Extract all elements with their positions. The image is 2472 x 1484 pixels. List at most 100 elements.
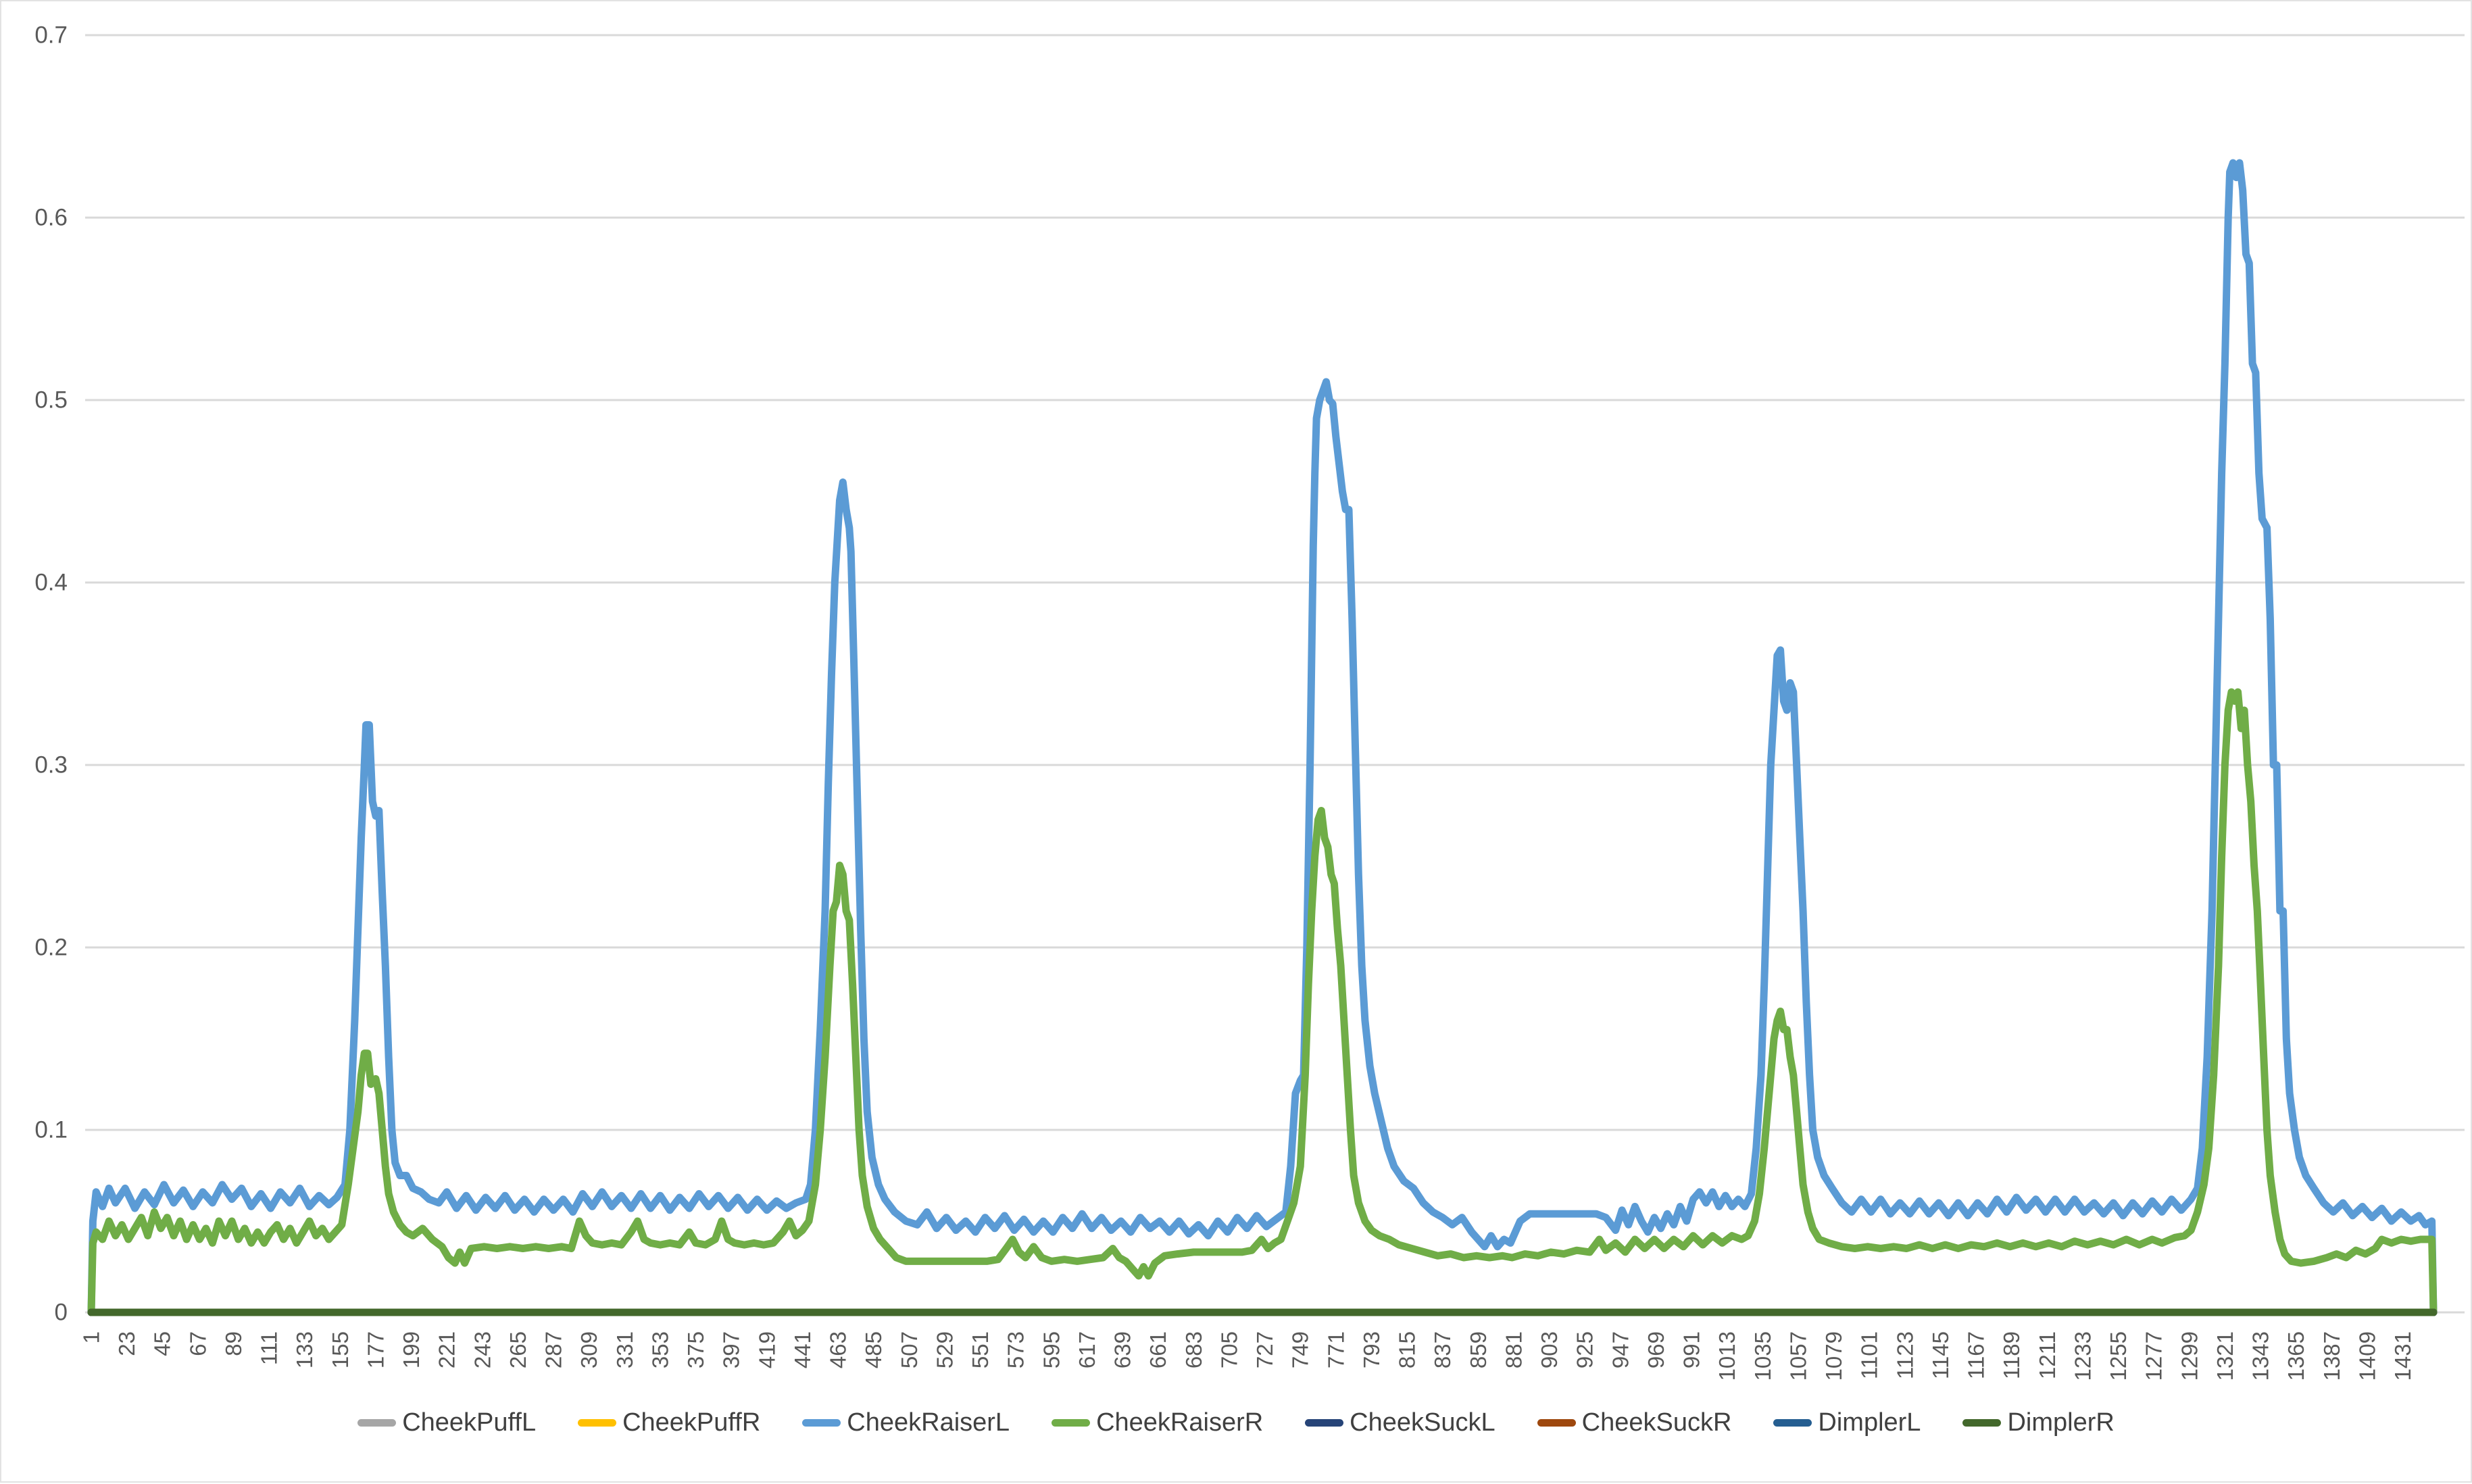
y-tick-label: 0.4: [34, 570, 68, 596]
legend-item-DimplerL[interactable]: DimplerL: [1773, 1408, 1921, 1437]
x-tick-label: 1013: [1714, 1331, 1739, 1381]
legend-item-CheekSuckL[interactable]: CheekSuckL: [1305, 1408, 1495, 1437]
x-tick-label: 595: [1039, 1331, 1064, 1368]
x-tick-label: 1431: [2390, 1331, 2415, 1381]
x-tick-label: 353: [647, 1331, 672, 1368]
x-tick-label: 243: [470, 1331, 495, 1368]
legend-item-CheekPuffR[interactable]: CheekPuffR: [578, 1408, 760, 1437]
x-tick-label: 287: [541, 1331, 566, 1368]
x-tick-label: 1057: [1785, 1331, 1810, 1381]
y-tick-label: 0.1: [34, 1117, 68, 1143]
legend-swatch-icon: [1962, 1419, 2002, 1427]
legend-label: DimplerR: [2007, 1408, 2115, 1437]
x-tick-label: 551: [968, 1331, 993, 1368]
x-tick-label: 1035: [1750, 1331, 1775, 1381]
legend-item-CheekPuffL[interactable]: CheekPuffL: [357, 1408, 536, 1437]
legend-item-CheekSuckR[interactable]: CheekSuckR: [1537, 1408, 1732, 1437]
x-tick-label: 177: [363, 1331, 388, 1368]
legend-label: DimplerL: [1818, 1408, 1921, 1437]
x-tick-label: 23: [114, 1331, 139, 1356]
legend-label: CheekRaiserL: [847, 1408, 1010, 1437]
x-tick-label: 309: [576, 1331, 601, 1368]
legend-swatch-icon: [802, 1419, 841, 1427]
legend-swatch-icon: [1305, 1419, 1344, 1427]
x-tick-label: 45: [150, 1331, 175, 1356]
x-tick-label: 1409: [2354, 1331, 2379, 1381]
x-tick-label: 969: [1643, 1331, 1668, 1368]
x-tick-label: 133: [292, 1331, 317, 1368]
x-tick-label: 485: [861, 1331, 886, 1368]
x-tick-label: 903: [1537, 1331, 1562, 1368]
x-tick-label: 419: [754, 1331, 779, 1368]
x-tick-label: 925: [1573, 1331, 1598, 1368]
legend-label: CheekPuffL: [402, 1408, 537, 1437]
x-tick-label: 1299: [2177, 1331, 2202, 1381]
x-tick-label: 793: [1359, 1331, 1384, 1368]
x-tick-label: 1167: [1964, 1331, 1989, 1379]
x-tick-label: 155: [328, 1331, 353, 1368]
x-tick-label: 1079: [1821, 1331, 1846, 1381]
x-tick-label: 947: [1608, 1331, 1633, 1368]
x-tick-label: 881: [1501, 1331, 1526, 1368]
y-tick-label: 0.5: [34, 387, 68, 414]
x-tick-label: 375: [683, 1331, 708, 1368]
x-tick-label: 1211: [2035, 1331, 2060, 1379]
legend-label: CheekRaiserR: [1096, 1408, 1264, 1437]
legend-item-DimplerR[interactable]: DimplerR: [1962, 1408, 2115, 1437]
x-tick-label: 529: [932, 1331, 957, 1368]
x-axis-tick-labels: 1 23 45 67 89 111 133 155 177 199 221 243 265 287 309 3…: [79, 1331, 2416, 1381]
y-tick-label: 0.7: [34, 22, 68, 49]
x-tick-label: 1123: [1892, 1331, 1917, 1379]
x-tick-label: 1145: [1928, 1331, 1953, 1379]
x-tick-label: 1343: [2248, 1331, 2273, 1381]
x-tick-label: 1365: [2283, 1331, 2308, 1381]
x-tick-label: 705: [1216, 1331, 1241, 1368]
x-tick-label: 89: [221, 1331, 246, 1356]
x-tick-label: 683: [1181, 1331, 1206, 1368]
x-tick-label: 463: [826, 1331, 851, 1368]
x-tick-label: 1: [79, 1331, 104, 1343]
x-tick-label: 749: [1288, 1331, 1313, 1368]
legend-swatch-icon: [1537, 1419, 1576, 1427]
x-tick-label: 1387: [2319, 1331, 2344, 1381]
x-tick-label: 67: [185, 1331, 210, 1356]
x-tick-label: 639: [1110, 1331, 1135, 1368]
legend-swatch-icon: [1052, 1419, 1091, 1427]
x-tick-label: 265: [505, 1331, 530, 1368]
x-tick-label: 991: [1679, 1331, 1704, 1368]
x-tick-label: 661: [1145, 1331, 1170, 1368]
x-tick-label: 859: [1466, 1331, 1491, 1368]
x-tick-label: 1255: [2106, 1331, 2131, 1381]
series-line-CheekRaiserL: [87, 159, 2438, 1316]
gridlines: [85, 34, 2465, 1314]
x-tick-label: 1233: [2070, 1331, 2095, 1381]
x-tick-label: 771: [1323, 1331, 1348, 1368]
x-tick-label: 837: [1430, 1331, 1455, 1368]
y-tick-label: 0.3: [34, 752, 68, 778]
legend-item-CheekRaiserR[interactable]: CheekRaiserR: [1052, 1408, 1263, 1437]
series-lines: [87, 159, 2438, 1316]
chart-legend: CheekPuffL CheekPuffR CheekRaiserL CheekRai…: [1, 1408, 2471, 1437]
legend-item-CheekRaiserL[interactable]: CheekRaiserL: [802, 1408, 1010, 1437]
x-tick-label: 1101: [1857, 1331, 1882, 1379]
y-tick-label: 0: [55, 1300, 68, 1326]
x-tick-label: 441: [790, 1331, 815, 1368]
x-tick-label: 397: [719, 1331, 744, 1368]
x-tick-label: 507: [897, 1331, 922, 1368]
y-axis-tick-labels: 0 0.1 0.2 0.3 0.4 0.5 0.6 0.7: [34, 22, 68, 1326]
series-line-CheekRaiserR: [87, 688, 2438, 1316]
x-tick-label: 617: [1074, 1331, 1099, 1368]
x-tick-label: 727: [1252, 1331, 1277, 1368]
x-tick-label: 199: [399, 1331, 424, 1368]
legend-label: CheekSuckR: [1581, 1408, 1732, 1437]
legend-label: CheekPuffR: [622, 1408, 761, 1437]
legend-swatch-icon: [578, 1419, 617, 1427]
x-tick-label: 221: [435, 1331, 460, 1368]
x-tick-label: 1189: [1999, 1331, 2024, 1379]
x-tick-label: 331: [612, 1331, 637, 1368]
y-tick-label: 0.6: [34, 205, 68, 231]
legend-swatch-icon: [357, 1419, 397, 1427]
x-tick-label: 111: [257, 1331, 282, 1365]
